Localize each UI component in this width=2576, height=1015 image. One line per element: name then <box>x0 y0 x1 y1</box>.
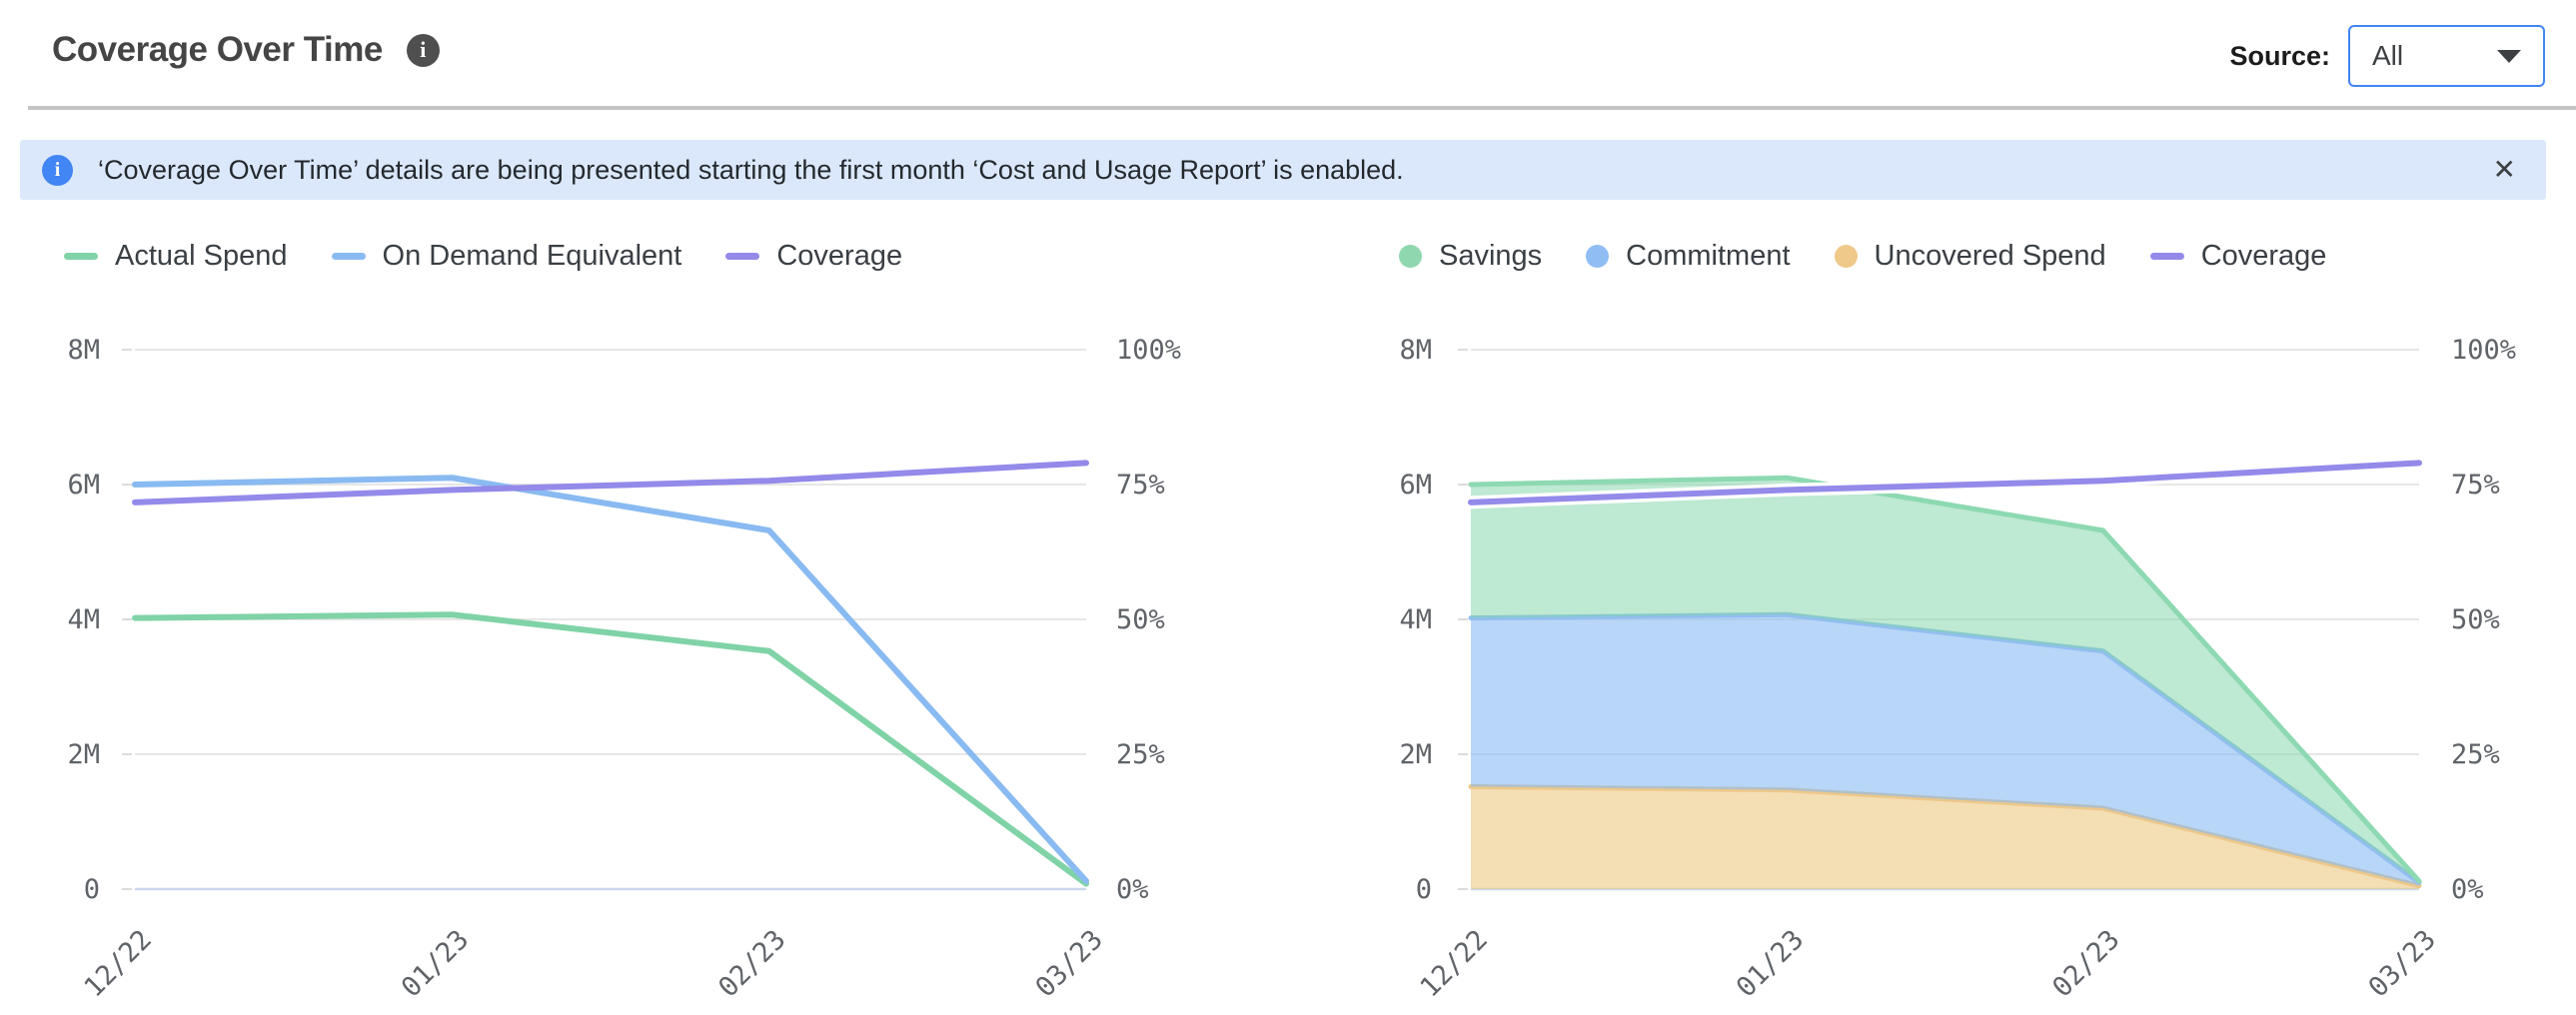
x-axis-tick-label: 01/23 <box>1731 924 1810 1003</box>
x-axis-tick-label: 12/22 <box>1415 924 1494 1003</box>
y-axis-tick-label: 6M <box>1399 470 1432 501</box>
legend-item-uncovered-spend[interactable]: Uncovered Spend <box>1834 239 2106 273</box>
y-axis-tick-label: 4M <box>1399 604 1432 635</box>
legend-item-coverage[interactable]: Coverage <box>2149 239 2327 273</box>
header-divider <box>28 106 2576 110</box>
x-axis-tick-label: 12/22 <box>79 924 158 1003</box>
legend-line-marker <box>331 252 366 260</box>
close-icon[interactable]: ✕ <box>2492 154 2516 185</box>
line-chart-legend: Actual Spend On Demand Equivalent Coverage <box>64 240 902 272</box>
y-axis-tick-label: 0 <box>1416 874 1432 905</box>
area-series[interactable] <box>1471 478 2419 883</box>
y-axis-tick-label: 4M <box>67 604 100 635</box>
y-axis-tick-label: 2M <box>67 739 100 770</box>
y-axis-tick-label: 6M <box>67 470 100 501</box>
pct-axis-tick-label: 100% <box>2451 335 2516 366</box>
pct-axis-tick-label: 100% <box>1116 335 1181 366</box>
coverage-line-chart[interactable]: 8M 100% 6M 75% 4M 50% 2M 25% 0 0% 12/22 01/23 02/23 0… <box>67 335 1181 1003</box>
legend-label: On Demand Equivalent <box>382 239 682 272</box>
x-axis-tick-label: 03/23 <box>1030 924 1109 1003</box>
y-axis-tick-label: 0 <box>84 874 100 905</box>
legend-dot-marker <box>1834 244 1858 268</box>
y-axis-tick-label: 8M <box>1399 335 1432 366</box>
pct-axis-tick-label: 0% <box>2451 874 2484 905</box>
x-axis-tick-label: 02/23 <box>712 924 791 1003</box>
info-banner: i ‘Coverage Over Time’ details are being… <box>20 140 2546 200</box>
legend-line-marker <box>725 252 760 260</box>
legend-item-savings[interactable]: Savings <box>1399 240 1542 273</box>
x-axis-tick-label: 03/23 <box>2363 924 2442 1003</box>
info-icon[interactable]: i <box>406 33 440 67</box>
page-title: Coverage Over Time <box>52 30 383 69</box>
legend-item-on-demand-equivalent[interactable]: On Demand Equivalent <box>331 239 682 273</box>
legend-item-actual-spend[interactable]: Actual Spend <box>64 240 288 273</box>
legend-item-coverage[interactable]: Coverage <box>725 240 902 273</box>
pct-axis-tick-label: 75% <box>2451 470 2500 501</box>
line-series[interactable] <box>1468 460 2422 506</box>
legend-label: Uncovered Spend <box>1874 239 2106 272</box>
source-control: Source: All <box>2229 25 2545 87</box>
legend-label: Commitment <box>1626 239 1791 272</box>
chevron-down-icon <box>2497 49 2521 63</box>
legend-line-marker <box>2149 252 2184 260</box>
legend-label: Savings <box>1439 239 1543 272</box>
area-series[interactable] <box>1471 786 2419 889</box>
pct-axis-tick-label: 25% <box>1116 739 1165 770</box>
legend-dot-marker <box>1399 244 1422 268</box>
banner-text: ‘Coverage Over Time’ details are being p… <box>98 154 1404 185</box>
legend-label: Actual Spend <box>115 239 288 272</box>
legend-label: Coverage <box>2200 239 2327 272</box>
line-series[interactable] <box>132 475 1089 884</box>
source-dropdown-value: All <box>2372 40 2404 71</box>
coverage-stacked-area-chart[interactable]: 8M 100% 6M 75% 4M 50% 2M 25% 0 0% 12/22 01/23 02/23 0… <box>1399 335 2516 1003</box>
x-axis-tick-label: 01/23 <box>396 924 475 1003</box>
area-series-edge <box>1468 475 2422 884</box>
pct-axis-tick-label: 25% <box>2451 739 2500 770</box>
source-dropdown[interactable]: All <box>2348 25 2545 87</box>
source-label: Source: <box>2229 40 2330 71</box>
area-series[interactable] <box>1471 614 2419 886</box>
widget-header: Coverage Over Time i <box>52 30 440 70</box>
axes: 8M 100% 6M 75% 4M 50% 2M 25% 0 0% 12/22 01/23 02/23 0… <box>67 335 1181 1003</box>
line-series[interactable] <box>132 611 1089 887</box>
y-axis-tick-label: 2M <box>1399 739 1432 770</box>
pct-axis-tick-label: 50% <box>2451 604 2500 635</box>
pct-axis-tick-label: 0% <box>1116 874 1149 905</box>
info-icon: i <box>42 154 73 186</box>
x-axis-tick-label: 02/23 <box>2046 924 2125 1003</box>
area-chart-legend: Savings Commitment Uncovered Spend Coverage <box>1399 240 2326 272</box>
y-axis-tick-label: 8M <box>67 335 100 366</box>
pct-axis-tick-label: 75% <box>1116 470 1165 501</box>
legend-dot-marker <box>1586 244 1610 268</box>
pct-axis-tick-label: 50% <box>1116 604 1165 635</box>
line-series[interactable] <box>132 460 1089 506</box>
legend-line-marker <box>64 252 98 260</box>
legend-label: Coverage <box>776 239 903 272</box>
legend-item-commitment[interactable]: Commitment <box>1586 239 1791 273</box>
